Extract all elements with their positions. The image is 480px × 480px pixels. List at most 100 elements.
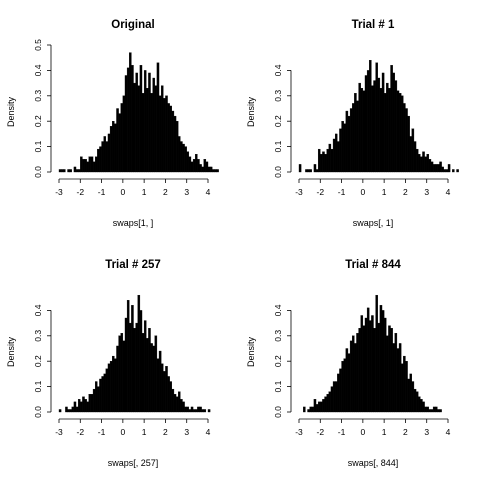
histogram-bar bbox=[362, 325, 366, 413]
histogram-bar bbox=[178, 136, 181, 173]
histogram-bar bbox=[373, 328, 376, 413]
histogram-bar bbox=[171, 388, 175, 413]
histogram-bar bbox=[146, 88, 149, 173]
histogram-bar bbox=[97, 386, 100, 413]
histogram-bar bbox=[58, 409, 62, 413]
histogram-bar bbox=[411, 128, 415, 173]
histogram-bar bbox=[398, 93, 402, 173]
histogram-bar bbox=[207, 166, 211, 173]
x-tick-label: 3 bbox=[424, 187, 429, 197]
y-tick-label: 0.0 bbox=[273, 406, 283, 418]
histogram-bar bbox=[77, 169, 81, 173]
histogram-bar bbox=[383, 93, 387, 173]
histogram-bar bbox=[343, 358, 347, 413]
histogram-bar bbox=[322, 399, 325, 413]
histogram-bar bbox=[135, 72, 138, 173]
x-tick-label: 4 bbox=[446, 187, 451, 197]
x-tick-label: 0 bbox=[360, 427, 365, 437]
histogram-bar bbox=[335, 133, 338, 173]
histogram-bar bbox=[201, 409, 204, 413]
histogram-bar bbox=[99, 378, 102, 413]
histogram-bar bbox=[165, 366, 168, 413]
histogram-bar bbox=[129, 52, 132, 173]
histogram-bar bbox=[148, 72, 151, 173]
histogram-bar bbox=[298, 164, 302, 173]
histogram-bar bbox=[309, 406, 312, 413]
x-tick-label: 1 bbox=[142, 187, 147, 197]
y-tick-label: 0.4 bbox=[33, 64, 43, 76]
histogram-bar bbox=[409, 373, 412, 413]
histogram-panel: Trial # 257 -3 -2 -1 0 1 2 3 4 swaps[, 257] 0.0 0.1… bbox=[6, 259, 211, 468]
histogram-bar bbox=[426, 406, 430, 413]
x-tick-label: 0 bbox=[360, 187, 365, 197]
x-tick-label: -3 bbox=[295, 187, 303, 197]
histogram-bar bbox=[398, 343, 402, 413]
x-tick-label: -1 bbox=[98, 427, 106, 437]
x-tick-label: -2 bbox=[317, 187, 325, 197]
histogram-bar bbox=[180, 399, 183, 413]
histogram-bar bbox=[190, 161, 194, 173]
histogram-bar bbox=[114, 358, 117, 413]
histogram-panel: Trial # 844 -3 -2 -1 0 1 2 3 4 swaps[, 844] 0.0 0.1… bbox=[246, 259, 451, 468]
histogram-bar bbox=[345, 110, 349, 173]
histogram-bar bbox=[163, 98, 166, 173]
histogram-bar bbox=[313, 164, 317, 173]
histogram-bar bbox=[415, 391, 419, 413]
histogram-bar bbox=[107, 133, 111, 173]
x-tick-label: 2 bbox=[163, 187, 168, 197]
histogram-bar bbox=[73, 401, 77, 413]
histogram-bar bbox=[112, 355, 115, 413]
histogram-bar bbox=[207, 409, 211, 413]
histogram-bar bbox=[195, 154, 198, 173]
histogram-bar bbox=[422, 401, 425, 413]
histogram-bar bbox=[86, 401, 89, 413]
histogram-bar bbox=[160, 85, 164, 173]
histogram-bar bbox=[122, 340, 126, 413]
histogram-bar bbox=[439, 409, 442, 413]
histogram-bar bbox=[216, 169, 219, 173]
histogram-bar bbox=[97, 148, 100, 173]
x-tick-label: 4 bbox=[206, 187, 211, 197]
histogram-bar bbox=[392, 72, 395, 173]
histogram-bar bbox=[197, 159, 200, 173]
histogram-bar bbox=[303, 406, 306, 413]
y-tick-label: 0.4 bbox=[33, 304, 43, 316]
histogram-bar bbox=[343, 123, 347, 173]
histogram-bar bbox=[439, 161, 442, 173]
y-tick-label: 0.1 bbox=[273, 140, 283, 152]
x-tick-label: 4 bbox=[206, 427, 211, 437]
histogram-bar bbox=[413, 141, 417, 173]
histogram-bar bbox=[335, 381, 338, 413]
histogram-bar bbox=[339, 128, 342, 173]
x-tick-label: 2 bbox=[163, 427, 168, 437]
histogram-bar bbox=[95, 156, 98, 173]
histogram-bar bbox=[133, 328, 136, 413]
histogram-bar bbox=[394, 80, 398, 173]
histogram-bar bbox=[390, 65, 393, 173]
histogram-bar bbox=[358, 328, 361, 413]
plot-title: Original bbox=[111, 19, 154, 31]
histogram-bar bbox=[135, 322, 138, 413]
histogram-bar bbox=[173, 115, 177, 173]
histogram-bar bbox=[396, 348, 400, 413]
histogram-bar bbox=[317, 401, 321, 413]
histogram-bar bbox=[118, 335, 121, 413]
histogram-bar bbox=[184, 406, 187, 413]
histogram-bar bbox=[69, 409, 72, 413]
histogram-bar bbox=[105, 141, 109, 173]
histogram-bar bbox=[167, 376, 170, 413]
y-tick-label: 0.5 bbox=[33, 39, 43, 51]
x-tick-label: -3 bbox=[295, 427, 303, 437]
histogram-bar bbox=[381, 72, 385, 173]
histogram-bar bbox=[347, 353, 351, 413]
histogram-bar bbox=[67, 409, 70, 413]
histogram-bar bbox=[332, 138, 336, 173]
histogram-bar bbox=[114, 123, 117, 173]
histogram-bar bbox=[307, 409, 310, 413]
histogram-bar bbox=[107, 363, 111, 413]
histogram-bar bbox=[154, 335, 158, 413]
histogram-bar bbox=[158, 350, 162, 413]
histogram-bar bbox=[305, 169, 308, 173]
histogram-bar bbox=[435, 164, 438, 173]
histogram-bar bbox=[154, 85, 158, 173]
